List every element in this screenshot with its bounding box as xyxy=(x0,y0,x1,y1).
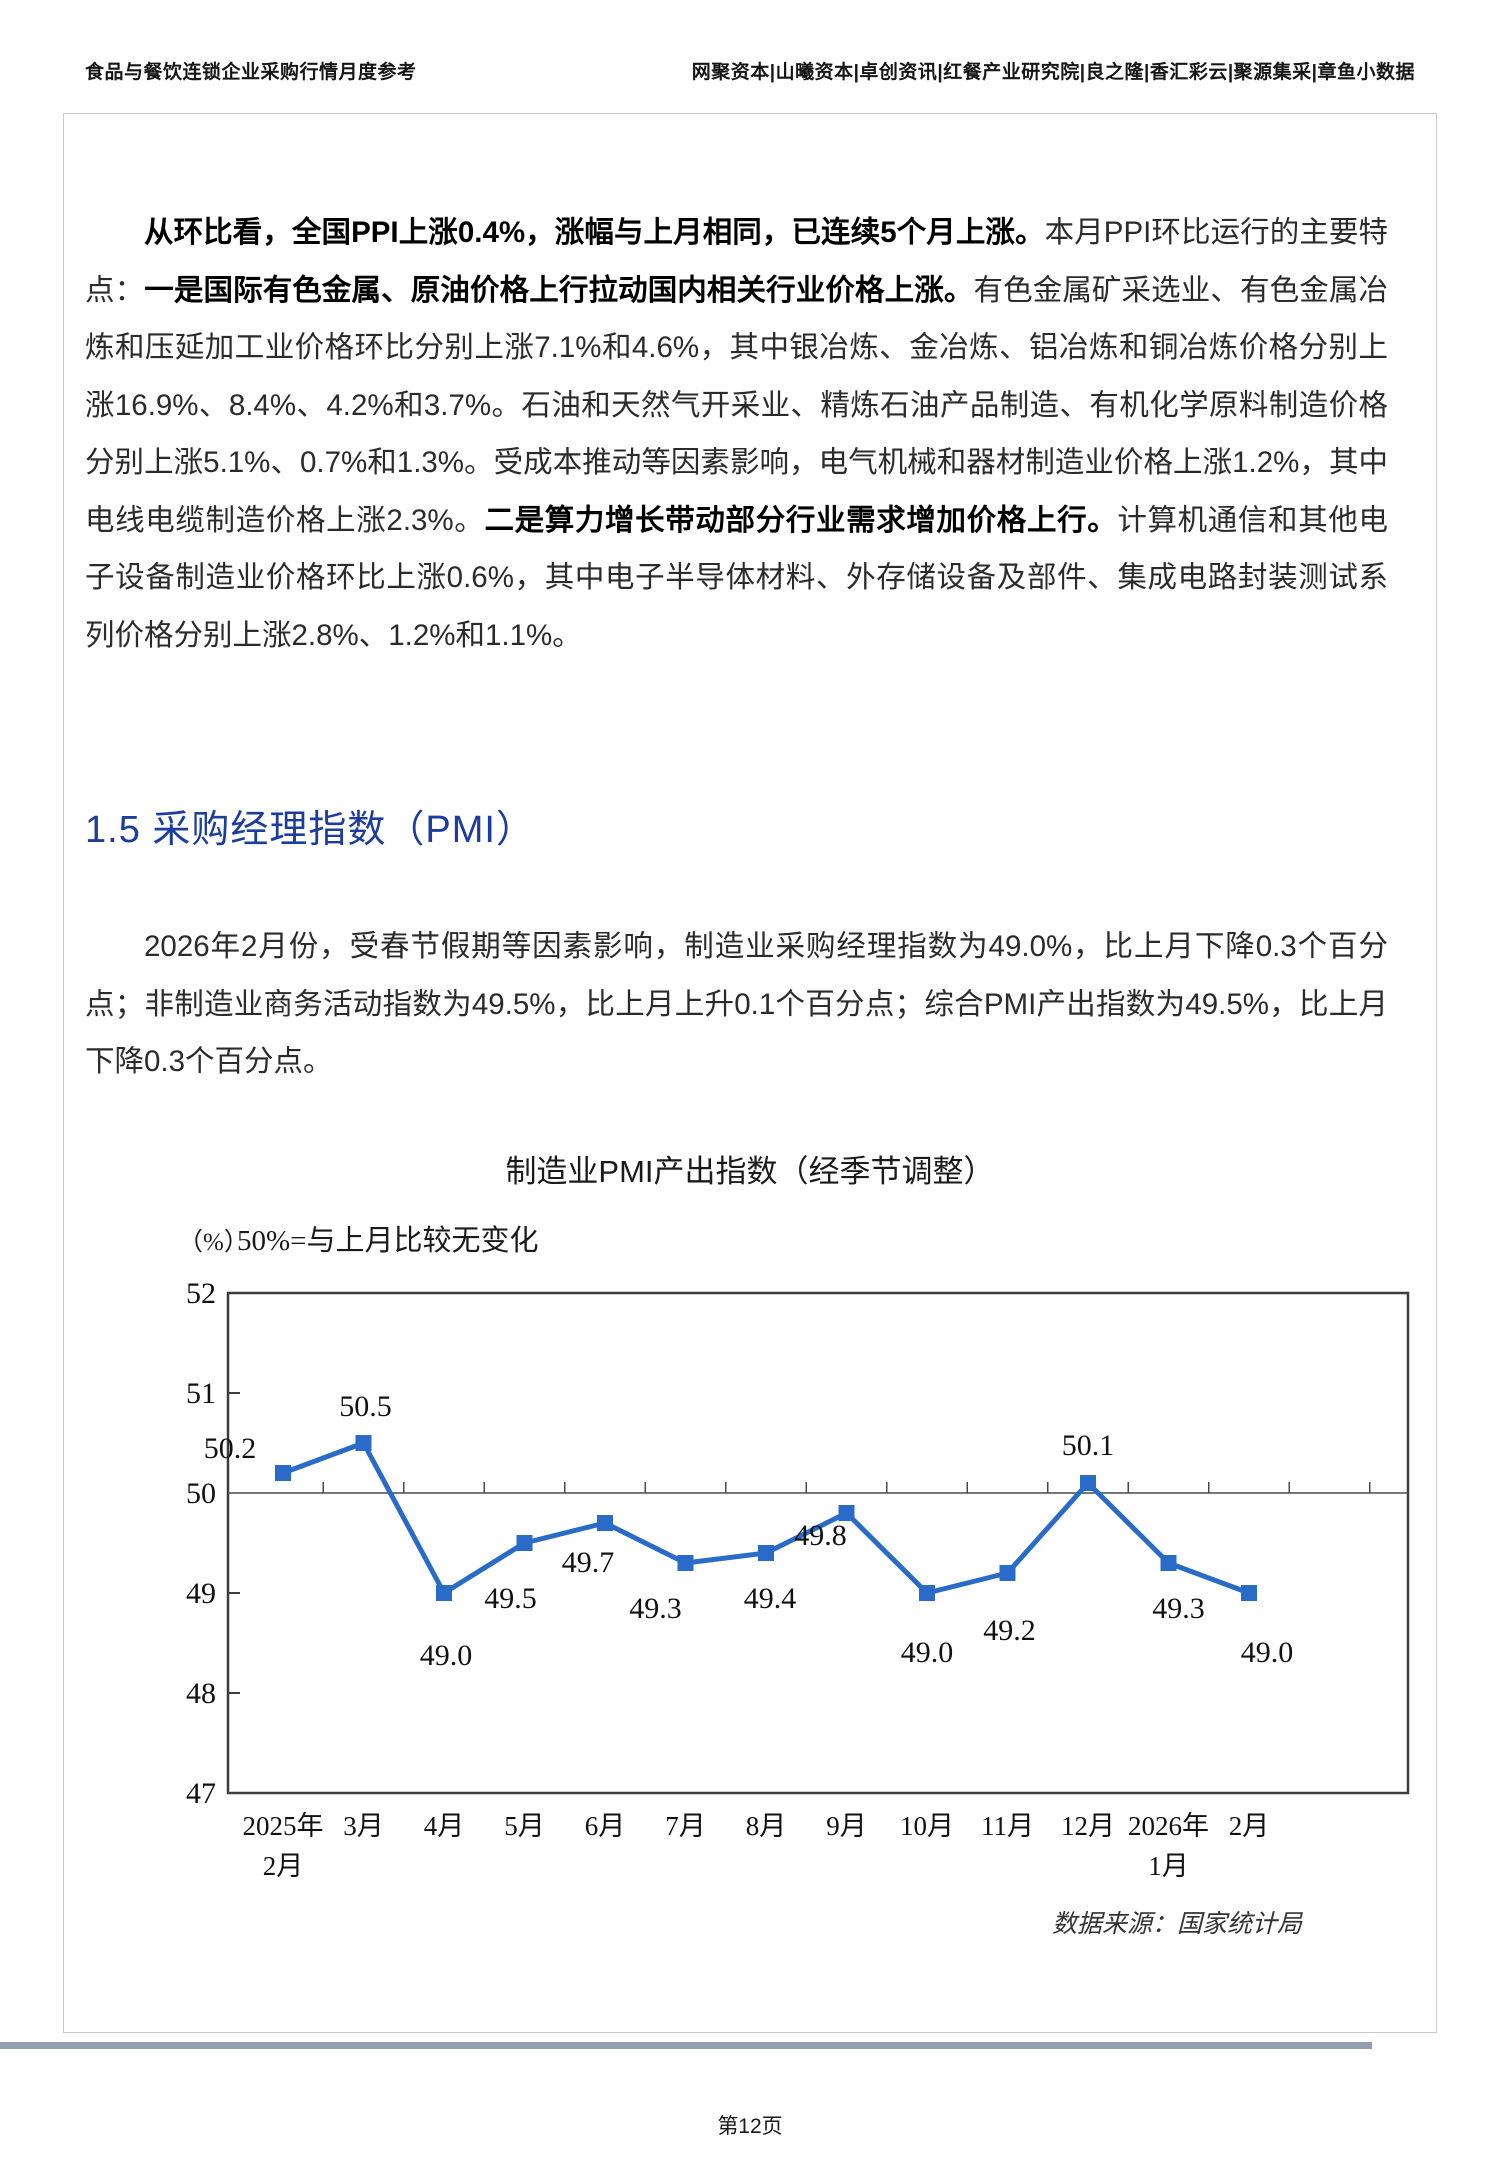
series-line xyxy=(280,1440,1252,1596)
data-point-marker xyxy=(1241,1585,1257,1601)
data-label: 49.4 xyxy=(744,1582,797,1615)
x-tick-label: 7月 xyxy=(665,1811,706,1841)
data-label: 50.1 xyxy=(1062,1429,1115,1462)
text-run: 计算机通信和其他电子设备制造业价格环比上涨0.6%，其中电子半导体材料、外存储设… xyxy=(85,503,1388,652)
text-run: 2.3%。 xyxy=(386,503,485,537)
y-tick-label: 51 xyxy=(186,1377,216,1410)
data-point-marker xyxy=(999,1565,1016,1581)
data-point-marker xyxy=(919,1585,935,1601)
data-point-marker xyxy=(758,1545,774,1561)
y-tick-label: 52 xyxy=(186,1277,216,1310)
data-point-marker xyxy=(597,1515,613,1531)
data-label: 49.7 xyxy=(562,1546,615,1579)
x-tick-label: 2月 xyxy=(1229,1811,1270,1841)
data-label: 49.3 xyxy=(1152,1592,1205,1625)
data-label: 50.2 xyxy=(204,1432,257,1465)
data-source-note: 数据来源：国家统计局 xyxy=(1052,1910,1304,1938)
footer-divider-bar xyxy=(0,2042,1372,2049)
data-point-marker xyxy=(516,1535,533,1551)
y-tick-label: 49 xyxy=(186,1577,216,1610)
x-tick-label: 8月 xyxy=(746,1811,787,1841)
report-title: 食品与餐饮连锁企业采购行情月度参考 xyxy=(85,62,417,83)
x-tick-label: 2025年 2月 xyxy=(243,1811,324,1881)
plot-border xyxy=(226,1291,1410,1795)
x-tick-label: 10月 xyxy=(900,1811,954,1841)
data-point-marker xyxy=(838,1505,855,1521)
y-axis-unit-label: （%） xyxy=(178,1228,249,1256)
data-label: 49.0 xyxy=(1241,1636,1294,1669)
pmi-line-chart: （%） 50%=与上月比较无变化 52 51 50 49 48 47 50.2 50.5 49.0 4… xyxy=(120,1210,1440,1955)
x-tick-label: 11月 xyxy=(981,1811,1034,1841)
data-label: 49.8 xyxy=(794,1519,847,1552)
x-tick-label: 5月 xyxy=(504,1811,545,1841)
data-label: 49.3 xyxy=(629,1592,682,1625)
content-box xyxy=(63,113,1437,2033)
x-tick-label: 4月 xyxy=(424,1811,465,1841)
data-point-marker xyxy=(436,1585,452,1601)
bold-text-run: 从环比看，全国PPI上涨0.4%，涨幅与上月相同，已连续5个月上涨。 xyxy=(144,216,1045,249)
x-tick-label: 12月 xyxy=(1061,1811,1115,1841)
chart-title: 制造业PMI产出指数（经季节调整） xyxy=(505,1154,995,1189)
y-tick-label: 47 xyxy=(186,1777,216,1810)
x-tick-label: 9月 xyxy=(826,1811,867,1841)
page-number: 第12页 xyxy=(717,2115,783,2138)
data-point-marker xyxy=(677,1555,694,1571)
pmi-paragraph: 2026年2月份，受春节假期等因素影响，制造业采购经理指数为49.0%，比上月下… xyxy=(85,930,1388,1078)
brand-list: 网聚资本|山曦资本|卓创资讯|红餐产业研究院|良之隆|香汇彩云|聚源集采|章鱼小… xyxy=(691,62,1415,83)
data-label: 49.5 xyxy=(484,1582,537,1615)
data-label: 49.0 xyxy=(901,1636,954,1669)
reference-note: 50%=与上月比较无变化 xyxy=(237,1224,539,1257)
x-tick-label: 2026年 1月 xyxy=(1128,1811,1209,1881)
y-tick-label: 50 xyxy=(186,1477,216,1510)
ppi-paragraph: 从环比看，全国PPI上涨0.4%，涨幅与上月相同，已连续5个月上涨。本月PPI环… xyxy=(85,204,1388,664)
data-label: 49.0 xyxy=(420,1639,473,1672)
data-label: 50.5 xyxy=(339,1390,392,1423)
text-run: 本月PPI环比运行的主要特点： xyxy=(85,216,1388,307)
bold-text-run: 二是算力增长带动部分行业需求增加价格上行。 xyxy=(484,503,1118,537)
text-run: 有色金属矿采选业、有色金属冶炼和压延加工业价格环比分别上涨7.1%和4.6%，其… xyxy=(85,273,1388,537)
y-tick-label: 48 xyxy=(186,1677,216,1710)
pmi-line-chart-svg: （%）50%=与上月比较无变化 52 51 50 49 48 47 50.2 50.5 49.0 4… xyxy=(178,1224,1410,1938)
section-heading: 1.5 采购经理指数（PMI） xyxy=(85,809,535,851)
x-tick-label: 3月 xyxy=(343,1811,384,1841)
data-label: 49.2 xyxy=(983,1614,1036,1647)
data-point-marker xyxy=(355,1435,372,1451)
bold-text-run: 一是国际有色金属、原油价格上行拉动国内相关行业价格上涨。 xyxy=(144,273,974,307)
data-point-marker xyxy=(275,1465,291,1481)
x-tick-label: 6月 xyxy=(585,1811,626,1841)
data-point-marker xyxy=(1080,1475,1096,1491)
data-point-marker xyxy=(1160,1555,1177,1571)
